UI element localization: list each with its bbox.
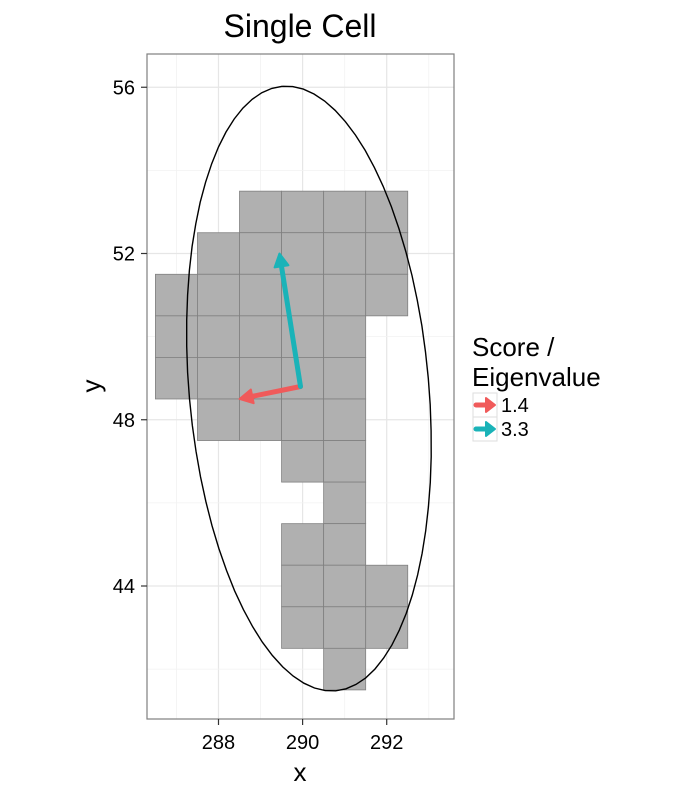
- cell-tile: [365, 273, 409, 317]
- legend-title-line-2: Eigenvalue: [472, 362, 601, 392]
- x-axis-label: x: [294, 757, 307, 787]
- cell-tile: [365, 606, 409, 649]
- x-tick-label: 288: [202, 732, 235, 754]
- x-tick-label: 292: [370, 732, 403, 754]
- legend-keys: 1.43.3: [472, 392, 529, 442]
- cell-tile: [323, 315, 367, 358]
- cell-tile: [281, 232, 325, 275]
- cell-tile: [323, 232, 367, 275]
- cell-tile: [281, 606, 325, 649]
- confidence-ellipse: [185, 85, 432, 692]
- legend-key-arrow-head: [485, 421, 496, 437]
- cell-tile: [197, 357, 240, 400]
- panel-border: [146, 53, 455, 720]
- y-tick-label: 52: [113, 244, 135, 266]
- cell-tile: [365, 564, 409, 608]
- cell-tile: [323, 564, 367, 608]
- y-tick-label: 56: [113, 77, 135, 99]
- legend-title-line-1: Score /: [472, 332, 555, 362]
- plot-panel: [146, 53, 455, 720]
- cell-tile: [281, 564, 325, 608]
- cell-tile: [197, 315, 240, 358]
- cell-tiles: [155, 190, 409, 691]
- cell-tile: [281, 190, 325, 234]
- cell-tile: [323, 398, 367, 441]
- eigen-arrow-shaft-2: [279, 263, 303, 389]
- cell-tile: [365, 190, 409, 234]
- cell-tile: [323, 440, 367, 483]
- cell-tile: [323, 190, 367, 234]
- y-tick-label: 48: [113, 410, 135, 432]
- legend: Score / Eigenvalue 1.43.3: [472, 332, 601, 442]
- cell-tile: [323, 481, 367, 525]
- cell-tile: [323, 606, 367, 649]
- cell-tile: [197, 232, 240, 275]
- cell-tile: [239, 315, 282, 358]
- cell-tile: [323, 273, 367, 317]
- eigen-arrow-head-2: [273, 252, 290, 269]
- legend-entry-label: 3.3: [501, 419, 529, 441]
- x-tick-label: 290: [286, 732, 319, 754]
- y-tick-label: 44: [113, 576, 135, 598]
- cell-tile: [281, 357, 325, 400]
- cell-tile: [323, 647, 367, 691]
- y-axis-label: y: [76, 380, 106, 393]
- cell-tile: [323, 357, 367, 400]
- eigen-arrow-head-1: [238, 388, 255, 405]
- cell-tile: [281, 398, 325, 441]
- cell-tile: [365, 232, 409, 275]
- cell-tile: [155, 357, 198, 400]
- axes: 288 290 292 44 48 52 56: [113, 77, 404, 754]
- cell-tile: [155, 273, 198, 317]
- cell-tile: [197, 273, 240, 317]
- cell-tile: [281, 440, 325, 483]
- cell-tile: [155, 315, 198, 358]
- cell-tile: [239, 398, 282, 441]
- chart-title: Single Cell: [224, 8, 377, 44]
- cell-tile: [197, 398, 240, 441]
- legend-key-arrow-head: [485, 397, 496, 413]
- cell-tile: [239, 273, 282, 317]
- cell-tile: [281, 523, 325, 566]
- legend-entry-label: 1.4: [501, 395, 529, 417]
- eigen-arrow-shaft-1: [249, 384, 303, 399]
- cell-tile: [239, 190, 282, 234]
- cell-tile: [323, 523, 367, 566]
